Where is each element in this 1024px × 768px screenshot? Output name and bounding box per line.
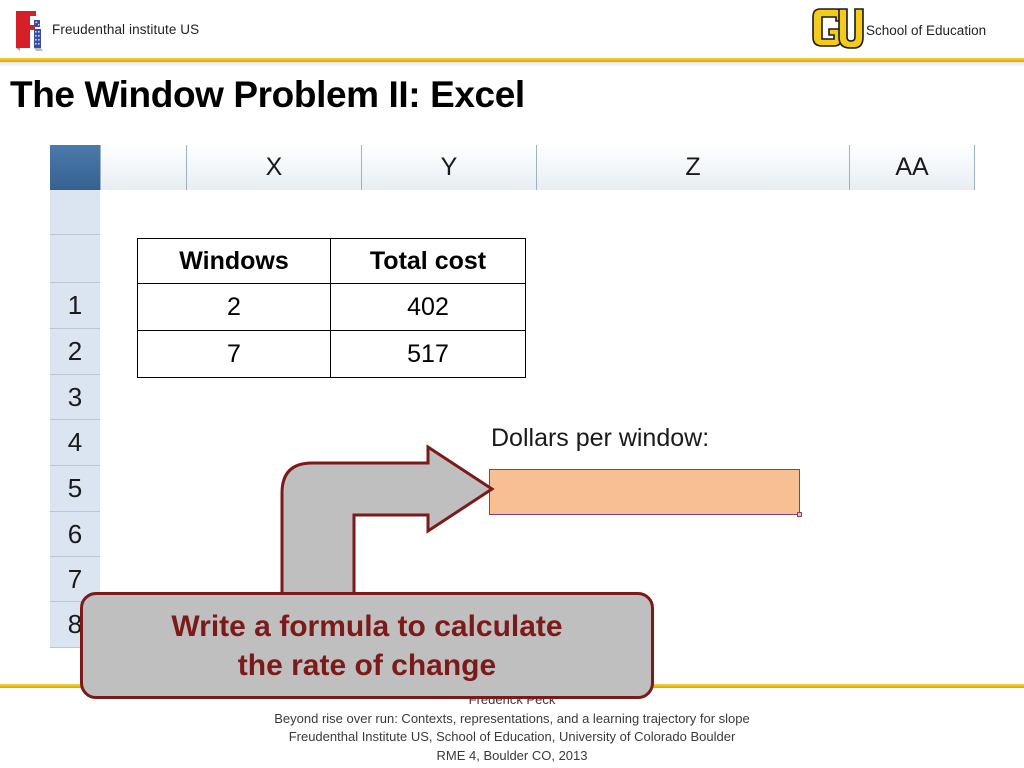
- cell-total-cost-2: 517: [330, 330, 526, 378]
- school-of-education-label: School of Education: [866, 23, 987, 38]
- cell-windows-2: 7: [137, 330, 331, 378]
- column-header-x[interactable]: X: [187, 145, 362, 190]
- column-header-row: X Y Z AA: [50, 145, 975, 190]
- window-cost-table: Windows Total cost 2 402 7 517: [137, 238, 526, 378]
- bent-arrow-pointing-to-cell: [280, 444, 495, 621]
- cell-windows-1: 2: [137, 283, 331, 331]
- table-header-total-cost: Total cost: [330, 238, 526, 284]
- callout-line-2: the rate of change: [237, 648, 497, 682]
- select-all-corner[interactable]: [50, 145, 100, 190]
- freudenthal-institute-label: Freudenthal institute US: [52, 22, 200, 37]
- table-header-windows: Windows: [137, 238, 331, 284]
- table-header-row: Windows Total cost: [137, 238, 526, 284]
- footer-line-3: RME 4, Boulder CO, 2013: [436, 747, 588, 763]
- header-shadow: [0, 62, 1024, 67]
- cu-boulder-logo: [812, 8, 864, 49]
- row-header-blank-1[interactable]: [50, 190, 100, 235]
- dollars-per-window-input[interactable]: [489, 469, 800, 515]
- row-header-1[interactable]: 1: [50, 283, 100, 329]
- column-header-z[interactable]: Z: [537, 145, 850, 190]
- callout-line-1: Write a formula to calculate: [171, 609, 563, 643]
- row-header-blank-2[interactable]: [50, 235, 100, 283]
- row-header-4[interactable]: 4: [50, 420, 100, 466]
- freudenthal-institute-logo: [16, 11, 43, 51]
- row-header-2[interactable]: 2: [50, 329, 100, 375]
- table-row: 7 517: [137, 330, 526, 378]
- cell-resize-handle[interactable]: [797, 512, 802, 517]
- column-header-blank[interactable]: [100, 145, 187, 190]
- row-header-7[interactable]: 7: [50, 557, 100, 602]
- gold-divider-top: [0, 58, 1024, 62]
- footer-line-2: Freudenthal Institute US, School of Educ…: [288, 729, 736, 745]
- row-header-6[interactable]: 6: [50, 512, 100, 557]
- footer-citation: Beyond rise over run: Contexts, represen…: [0, 692, 1024, 765]
- row-header-3[interactable]: 3: [50, 375, 100, 420]
- slide-header: Freudenthal institute US School of Educa…: [0, 0, 1024, 58]
- row-header-5[interactable]: 5: [50, 466, 100, 512]
- page-title: The Window Problem II: Excel: [10, 74, 525, 115]
- table-row: 2 402: [137, 283, 526, 331]
- column-header-y[interactable]: Y: [362, 145, 537, 190]
- footer-line-1: Beyond rise over run: Contexts, represen…: [274, 711, 750, 726]
- excel-grid: X Y Z AA 1 2 3 4 5 6 7 8: [50, 145, 975, 657]
- dollars-per-window-label: Dollars per window:: [491, 424, 710, 452]
- instruction-callout: Write a formula to calculate the rate of…: [80, 592, 654, 699]
- column-header-aa[interactable]: AA: [850, 145, 975, 190]
- cell-total-cost-1: 402: [330, 283, 526, 331]
